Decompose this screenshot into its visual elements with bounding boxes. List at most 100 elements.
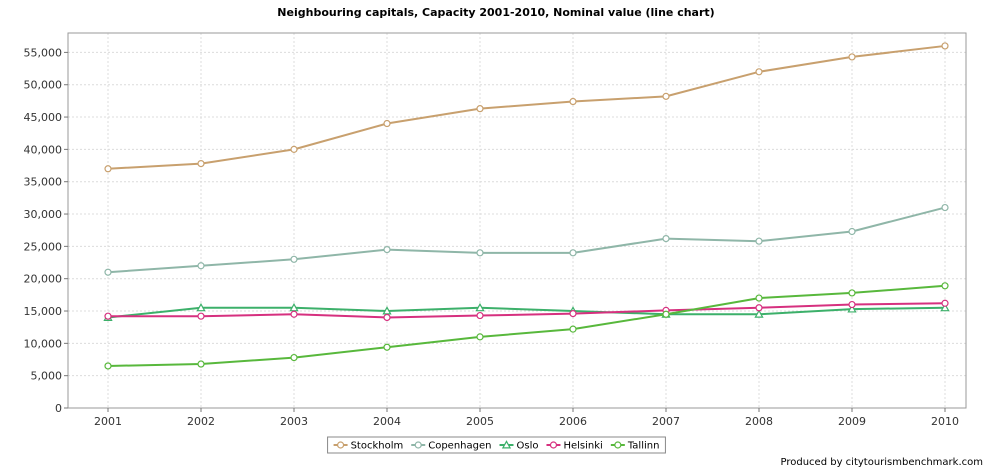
data-point-stockholm [941,42,949,50]
legend-label: Tallinn [627,441,660,452]
series-copenhagen [104,203,949,276]
x-tick-label: 2006 [559,415,587,428]
data-point-helsinki [755,304,763,312]
legend: Stockholm Copenhagen Oslo Helsinki Tallinn [327,436,666,454]
x-tick-label: 2003 [280,415,308,428]
series-line-oslo [107,306,946,319]
credit-text: Produced by citytourismbenchmark.com [780,457,984,468]
data-point-copenhagen [662,235,670,243]
y-tick-label: 45,000 [24,111,63,124]
y-tick-label: 25,000 [24,240,63,253]
legend-marker [501,440,512,449]
data-point-helsinki [476,311,484,320]
data-point-tallinn [290,353,298,362]
series-line-copenhagen [107,206,946,274]
data-point-copenhagen [755,237,763,245]
data-point-copenhagen [383,245,391,254]
data-point-copenhagen [290,255,298,263]
data-point-stockholm [197,160,205,168]
grid [68,33,966,408]
data-point-stockholm [383,119,391,128]
axes: 0 5,000 10,000 15,000 20,000 25,000 30,000 35,0… [24,32,967,428]
x-tick-label: 2001 [94,415,122,428]
y-tick-label: 30,000 [24,208,63,221]
series-oslo [103,302,950,321]
data-point-tallinn [755,294,763,302]
series-tallinn [104,282,949,370]
data-point-copenhagen [197,262,205,270]
data-point-stockholm [476,105,484,113]
x-tick-label: 2009 [838,415,866,428]
data-point-tallinn [941,282,949,290]
plot-frame [67,32,967,409]
legend-marker [614,441,622,449]
data-point-stockholm [848,53,856,61]
y-tick-label: 0 [55,402,62,415]
x-tick-label: 2010 [931,415,959,428]
data-point-copenhagen [848,227,856,236]
data-point-tallinn [848,289,856,297]
data-point-stockholm [569,97,577,106]
data-point-tallinn [104,362,112,370]
data-point-oslo [196,302,206,312]
data-point-stockholm [662,92,670,100]
data-point-helsinki [290,310,298,318]
legend-marker [336,441,345,449]
chart-title: Neighbouring capitals, Capacity 2001-201… [277,6,714,19]
y-tick-label: 55,000 [24,46,63,59]
data-point-copenhagen [941,203,949,212]
legend-label: Helsinki [563,441,602,452]
data-point-helsinki [197,312,205,320]
legend-label: Oslo [516,441,538,452]
legend-marker [549,441,558,449]
data-point-copenhagen [476,249,484,257]
legend-item-oslo: Oslo [499,440,538,452]
series-line-stockholm [107,44,946,170]
data-point-oslo [940,302,950,312]
data-point-tallinn [197,360,205,368]
legend-label: Stockholm [351,441,404,452]
data-point-tallinn [476,333,484,341]
x-tick-label: 2008 [745,415,773,428]
data-point-helsinki [848,300,856,309]
data-point-stockholm [755,68,763,76]
legend-item-stockholm: Stockholm [333,441,404,452]
legend-item-tallinn: Tallinn [610,441,660,452]
legend-box [327,436,666,454]
data-point-stockholm [290,145,298,153]
data-point-tallinn [383,343,391,351]
legend-label: Copenhagen [428,441,491,452]
y-tick-label: 10,000 [24,337,63,350]
data-point-tallinn [662,310,670,318]
series-stockholm [104,42,949,173]
y-tick-label: 35,000 [24,176,63,189]
x-tick-label: 2004 [373,415,401,428]
x-tick-label: 2002 [187,415,215,428]
legend-item-copenhagen: Copenhagen [411,441,491,452]
series-layer [103,42,950,370]
legend-item-helsinki: Helsinki [546,441,603,452]
x-tick-label: 2007 [652,415,680,428]
data-point-copenhagen [104,268,112,276]
legend-marker [414,441,422,449]
data-point-oslo [754,309,764,318]
y-tick-label: 5,000 [31,370,63,383]
y-tick-label: 20,000 [24,273,63,286]
series-line-tallinn [107,284,946,367]
data-point-stockholm [104,165,112,173]
y-tick-label: 40,000 [24,143,63,156]
data-point-helsinki [941,299,949,307]
y-tick-label: 15,000 [24,305,63,318]
data-point-oslo [847,304,857,313]
series-helsinki [104,299,949,322]
data-point-helsinki [569,310,577,318]
data-point-copenhagen [569,249,577,257]
data-point-helsinki [383,313,391,322]
series-line-helsinki [108,302,946,319]
y-tick-label: 50,000 [24,79,63,92]
x-tick-label: 2005 [466,415,494,428]
data-point-oslo [475,302,485,312]
data-point-helsinki [104,312,112,320]
data-point-tallinn [569,325,577,333]
